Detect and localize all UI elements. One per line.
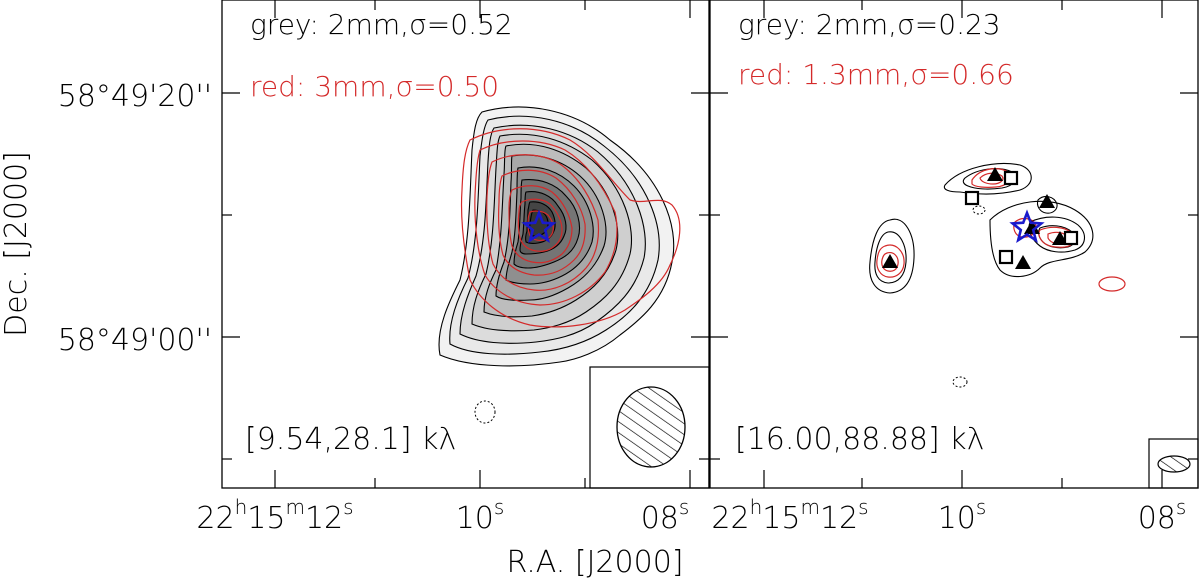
triangle-marker	[1024, 220, 1040, 234]
x-tick-label: 08s	[1138, 495, 1187, 536]
right-uv-range: [16.00,88.88] kλ	[735, 422, 984, 457]
right-star-marker	[1009, 209, 1045, 243]
left-star-marker	[521, 209, 557, 243]
square-marker	[1003, 170, 1019, 186]
right-negative-contour-2	[952, 376, 968, 388]
left-grey-label: grey: 2mm,σ=0.52	[250, 8, 513, 41]
square-marker	[964, 190, 980, 206]
left-ticks	[222, 0, 709, 488]
right-square-markers	[964, 170, 1079, 265]
triangle-marker	[882, 254, 898, 268]
right-beam-ellipse	[1157, 455, 1191, 473]
left-negative-contour	[474, 400, 496, 424]
x-tick-label: 10s	[938, 495, 987, 536]
y-axis-label: Dec. [J2000]	[0, 151, 34, 337]
triangle-marker	[1015, 255, 1031, 269]
right-grey-contours	[869, 162, 1094, 294]
square-marker	[998, 249, 1014, 265]
left-uv-range: [9.54,28.1] kλ	[245, 422, 456, 457]
right-negative-contour-1	[972, 205, 986, 215]
x-tick-label: 22h15m12s	[711, 495, 868, 536]
right-red-contours	[876, 168, 1126, 292]
x-tick-label: 22h15m12s	[196, 495, 353, 536]
left-red-contours	[460, 128, 681, 328]
triangle-marker	[987, 167, 1003, 181]
y-tick-label-top: 58°49'20''	[58, 79, 212, 114]
x-axis-label: R.A. [J2000]	[507, 545, 684, 580]
right-panel-frame	[709, 0, 1199, 489]
square-marker	[1063, 230, 1079, 246]
x-tick-label: 08s	[641, 495, 690, 536]
left-panel-frame	[221, 0, 710, 489]
right-ticks	[710, 0, 1198, 488]
left-beam-ellipse	[616, 386, 686, 468]
right-panel: grey: 2mm,σ=0.23 red: 1.3mm,σ=0.66 [16.0…	[709, 0, 1199, 489]
left-contours	[438, 106, 681, 367]
y-tick-label-bottom: 58°49'00''	[58, 323, 212, 358]
triangle-marker	[1039, 194, 1055, 208]
x-tick-label: 10s	[456, 495, 505, 536]
right-grey-label: grey: 2mm,σ=0.23	[738, 8, 1001, 41]
right-contours	[869, 162, 1126, 294]
right-red-label: red: 1.3mm,σ=0.66	[738, 58, 1014, 91]
left-panel: grey: 2mm,σ=0.52 red: 3mm,σ=0.50 [9.54,2…	[221, 0, 710, 489]
left-red-label: red: 3mm,σ=0.50	[250, 70, 499, 103]
